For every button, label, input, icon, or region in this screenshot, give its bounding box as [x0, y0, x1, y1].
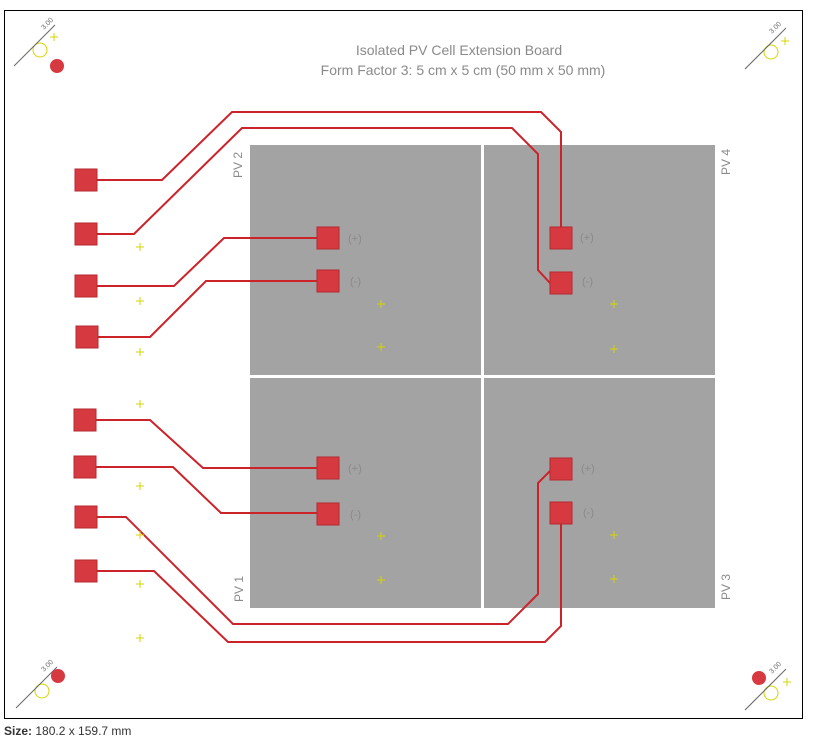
cell-label-pv4: PV 4	[719, 149, 733, 175]
trace	[87, 280, 328, 338]
pad-label-minus: (-)	[350, 509, 361, 521]
origin-cross	[610, 531, 618, 539]
pad-label-plus: (+)	[580, 232, 594, 244]
pv-cell-1	[250, 378, 481, 608]
origin-cross	[136, 482, 144, 490]
origin-cross	[136, 580, 144, 588]
pad-label-plus: (+)	[348, 463, 362, 475]
origin-cross	[610, 300, 618, 308]
pv1-minus-pad	[316, 502, 340, 526]
pcb-board: Isolated PV Cell Extension Board Form Fa…	[4, 10, 803, 719]
origin-cross	[136, 531, 144, 539]
pv3-minus-pad	[549, 501, 573, 525]
connector-pad	[75, 325, 99, 349]
hole-ring	[32, 42, 48, 58]
cell-pads	[316, 226, 573, 526]
dimension-line	[744, 27, 787, 70]
connector-pad	[74, 222, 98, 246]
trace	[86, 512, 562, 643]
cell-label-pv1: PV 1	[232, 576, 246, 602]
origin-cross	[781, 37, 789, 45]
connector-pad	[74, 274, 98, 298]
pad-label-minus: (-)	[583, 507, 594, 519]
origin-cross	[610, 575, 618, 583]
pv2-minus-pad	[316, 269, 340, 293]
origin-cross	[377, 300, 385, 308]
pv-cell-4	[484, 145, 715, 375]
dimension-line	[15, 666, 58, 709]
pv-cell-2	[250, 145, 481, 375]
pad-label-minus: (-)	[350, 276, 361, 288]
origin-cross	[377, 343, 385, 351]
origin-cross	[783, 678, 791, 686]
trace	[86, 111, 562, 238]
trace	[85, 466, 328, 514]
fiducial-marker	[51, 669, 65, 683]
dimension-line	[13, 24, 56, 67]
pv1-plus-pad	[316, 456, 340, 480]
trace	[85, 419, 328, 469]
board-size-caption: Size: 180.2 x 159.7 mm	[4, 724, 131, 738]
trace	[86, 127, 561, 284]
trace	[86, 237, 328, 287]
pv4-minus-pad	[549, 271, 573, 295]
size-value: 180.2 x 159.7 mm	[35, 724, 132, 738]
origin-cross	[377, 576, 385, 584]
hole-ring	[763, 44, 779, 60]
pad-label-minus: (-)	[582, 276, 593, 288]
origin-cross	[610, 345, 618, 353]
board-subtitle: Form Factor 3: 5 cm x 5 cm (50 mm x 50 m…	[321, 62, 606, 78]
pad-label-plus: (+)	[348, 233, 362, 245]
origin-cross	[136, 634, 144, 642]
pv-cell-3	[484, 378, 715, 608]
connector-pads	[73, 168, 99, 583]
pv-cells	[250, 145, 715, 608]
hole-ring	[763, 685, 779, 701]
connector-pad	[74, 168, 98, 192]
connector-pad	[74, 559, 98, 583]
pv4-plus-pad	[549, 226, 573, 250]
connector-pad	[74, 505, 98, 529]
fiducial-marker	[50, 59, 64, 73]
board-title: Isolated PV Cell Extension Board	[356, 42, 562, 58]
size-label: Size:	[4, 724, 33, 738]
fiducial-marker	[752, 671, 766, 685]
origin-markers	[50, 33, 791, 686]
dimension-line	[744, 668, 787, 711]
hole-ring	[34, 683, 50, 699]
origin-cross	[136, 297, 144, 305]
origin-cross	[50, 33, 58, 41]
origin-cross	[136, 400, 144, 408]
connector-pad	[73, 455, 97, 479]
pad-label-plus: (+)	[581, 463, 595, 475]
cell-label-pv3: PV 3	[719, 574, 733, 600]
cell-label-pv2: PV 2	[231, 152, 245, 178]
origin-cross	[136, 348, 144, 356]
pv3-plus-pad	[549, 457, 573, 481]
origin-cross	[136, 243, 144, 251]
origin-cross	[377, 532, 385, 540]
pv2-plus-pad	[316, 226, 340, 250]
connector-pad	[73, 408, 97, 432]
